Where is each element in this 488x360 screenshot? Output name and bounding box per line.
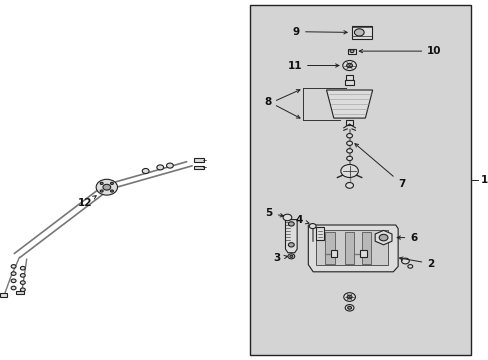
Circle shape — [308, 224, 315, 229]
Circle shape — [20, 266, 25, 270]
Bar — [351, 26, 371, 39]
Text: 10: 10 — [359, 46, 441, 56]
Circle shape — [345, 305, 353, 311]
Circle shape — [11, 265, 16, 268]
Text: 1: 1 — [480, 175, 487, 185]
Circle shape — [100, 190, 103, 192]
Bar — [344, 232, 354, 264]
Circle shape — [288, 222, 294, 226]
Text: 4: 4 — [295, 215, 308, 225]
Polygon shape — [374, 230, 391, 245]
Text: 8: 8 — [264, 96, 271, 107]
Circle shape — [11, 272, 16, 275]
Circle shape — [407, 265, 412, 268]
Circle shape — [346, 149, 352, 153]
Text: 5: 5 — [265, 208, 283, 218]
Bar — [315, 230, 387, 265]
Circle shape — [346, 141, 352, 145]
Circle shape — [354, 29, 364, 36]
Circle shape — [342, 60, 356, 71]
Circle shape — [142, 168, 149, 174]
Text: 9: 9 — [292, 27, 346, 37]
Circle shape — [401, 258, 408, 264]
Circle shape — [346, 156, 352, 161]
Bar — [344, 80, 354, 85]
Text: 3: 3 — [273, 253, 287, 264]
Circle shape — [283, 214, 291, 221]
Bar — [359, 250, 366, 257]
Bar — [346, 120, 352, 125]
Bar — [16, 291, 24, 294]
Circle shape — [102, 184, 110, 190]
Circle shape — [349, 50, 353, 53]
Bar — [193, 166, 204, 169]
Circle shape — [345, 183, 353, 188]
Circle shape — [157, 165, 163, 170]
Circle shape — [20, 274, 25, 277]
Polygon shape — [285, 220, 297, 253]
Circle shape — [340, 165, 358, 177]
Circle shape — [20, 288, 25, 292]
Circle shape — [100, 182, 103, 184]
Bar — [0, 293, 7, 297]
Circle shape — [346, 63, 352, 68]
Circle shape — [346, 295, 351, 299]
Circle shape — [11, 286, 16, 290]
Circle shape — [346, 134, 352, 138]
Circle shape — [96, 179, 117, 195]
Circle shape — [11, 279, 16, 283]
Circle shape — [288, 243, 294, 247]
Circle shape — [110, 190, 113, 192]
Polygon shape — [308, 225, 397, 272]
Bar — [325, 232, 334, 264]
Circle shape — [110, 182, 113, 184]
Bar — [315, 228, 324, 240]
Text: 2: 2 — [399, 257, 434, 269]
Bar — [347, 49, 356, 54]
Polygon shape — [326, 90, 372, 118]
Text: 12: 12 — [78, 196, 96, 208]
Bar — [345, 75, 353, 80]
Circle shape — [289, 255, 292, 257]
Text: 6: 6 — [396, 233, 417, 243]
Circle shape — [343, 293, 355, 301]
Bar — [330, 250, 337, 257]
Bar — [361, 232, 371, 264]
Bar — [193, 158, 204, 162]
Text: 11: 11 — [287, 60, 338, 71]
Text: 7: 7 — [354, 144, 405, 189]
Circle shape — [287, 254, 294, 259]
Circle shape — [347, 306, 351, 309]
Circle shape — [20, 281, 25, 284]
Circle shape — [378, 234, 387, 241]
Circle shape — [166, 163, 173, 168]
Bar — [249, 5, 470, 355]
